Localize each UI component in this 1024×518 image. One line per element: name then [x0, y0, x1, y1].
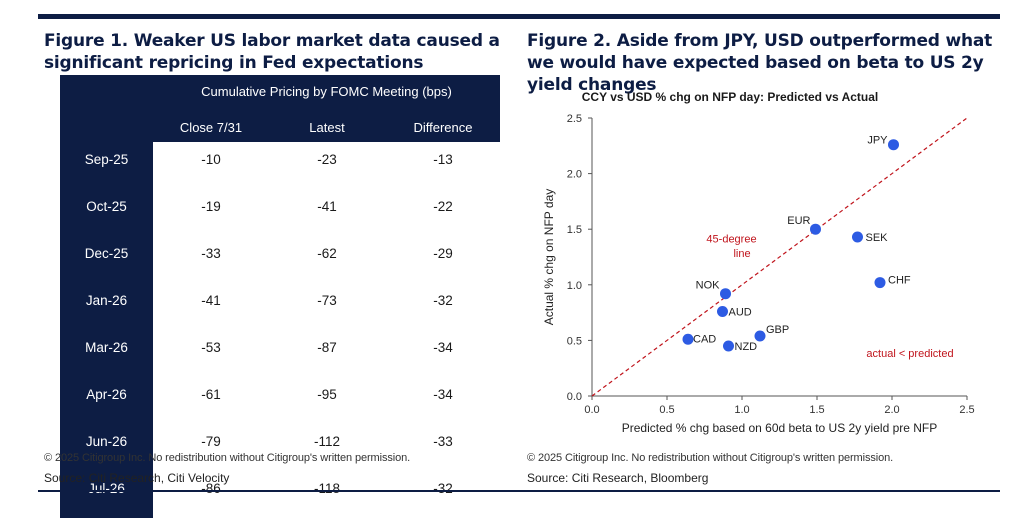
- cell-close: -10: [201, 152, 221, 167]
- cell-close: -86: [201, 481, 221, 496]
- table-row: Sep-25 -10 -23 -13: [60, 142, 500, 181]
- cell-close: -33: [201, 246, 221, 261]
- y-tick-label: 0.0: [567, 391, 582, 403]
- x-tick-label: 0.0: [584, 404, 599, 416]
- figure1-copyright: © 2025 Citigroup Inc. No redistribution …: [44, 452, 411, 464]
- x-axis-label: Predicted % chg based on 60d beta to US …: [622, 421, 938, 435]
- data-point-eur: [810, 223, 821, 235]
- cell-latest: -23: [317, 152, 337, 167]
- data-point-jpy: [888, 139, 899, 151]
- data-label-nzd: NZD: [735, 341, 758, 353]
- row-label: Jan-26: [85, 293, 128, 308]
- x-tick-label: 1.5: [809, 404, 824, 416]
- chart-title: CCY vs USD % chg on NFP day: Predicted v…: [582, 90, 879, 104]
- x-tick-label: 0.5: [659, 404, 674, 416]
- table-row: Jan-26 -41 -73 -32: [60, 283, 500, 322]
- row-label: Jul-26: [88, 481, 125, 496]
- cell-difference: -22: [433, 199, 453, 214]
- figure2-source: Source: Citi Research, Bloomberg: [527, 471, 709, 485]
- figure1-title: Figure 1. Weaker US labor market data ca…: [44, 31, 500, 73]
- table-row-label-band: [60, 142, 153, 518]
- data-label-aud: AUD: [729, 306, 752, 318]
- data-point-sek: [852, 231, 863, 243]
- figure2-title: Figure 2. Aside from JPY, USD outperform…: [527, 31, 993, 95]
- x-tick-label: 2.5: [959, 404, 974, 416]
- figure2-copyright: © 2025 Citigroup Inc. No redistribution …: [527, 452, 894, 464]
- cell-difference: -34: [433, 387, 453, 402]
- column-header-latest: Latest: [309, 120, 345, 135]
- data-point-gbp: [754, 330, 766, 342]
- cell-latest: -87: [317, 340, 337, 355]
- row-label: Dec-25: [84, 246, 129, 261]
- table-row: Apr-26 -61 -95 -34: [60, 377, 500, 416]
- table-row: Mar-26 -53 -87 -34: [60, 330, 500, 369]
- data-point-aud: [717, 305, 728, 317]
- data-label-jpy: JPY: [867, 135, 888, 147]
- data-label-chf: CHF: [888, 275, 911, 287]
- cell-latest: -62: [317, 246, 337, 261]
- table-super-header: Cumulative Pricing by FOMC Meeting (bps): [201, 84, 452, 99]
- cell-difference: -29: [433, 246, 453, 261]
- cell-close: -53: [201, 340, 221, 355]
- column-header-difference: Difference: [413, 120, 473, 135]
- figure1-source: Source: Citi Research, Citi Velocity: [44, 471, 230, 485]
- cell-latest: -41: [317, 199, 337, 214]
- y-tick-label: 1.5: [567, 224, 582, 236]
- x-tick-label: 1.0: [734, 404, 749, 416]
- cell-close: -41: [201, 293, 221, 308]
- chart-annotation: 45-degree: [706, 234, 756, 246]
- cell-difference: -34: [433, 340, 453, 355]
- table-row: Jun-26 -79 -112 -33: [60, 424, 500, 463]
- y-axis-label: Actual % chg on NFP day: [542, 189, 556, 326]
- column-header-close: Close 7/31: [179, 120, 243, 135]
- table-row: Jul-26 -86 -118 -32: [60, 471, 500, 510]
- data-point-cad: [682, 333, 694, 345]
- row-label: Apr-26: [86, 387, 127, 402]
- data-point-nok: [720, 288, 731, 300]
- chart-annotation: actual < predicted: [866, 348, 953, 360]
- reference-line-45-degree: [591, 117, 968, 397]
- data-point-nzd: [723, 340, 734, 352]
- data-label-cad: CAD: [693, 333, 716, 345]
- data-label-eur: EUR: [787, 215, 810, 227]
- data-point-chf: [874, 277, 886, 289]
- y-tick-label: 1.0: [567, 280, 582, 292]
- table-header-band: [60, 75, 500, 142]
- cell-close: -61: [201, 387, 221, 402]
- cell-latest: -118: [313, 481, 341, 496]
- cell-difference: -32: [433, 293, 453, 308]
- y-tick-label: 2.5: [567, 113, 582, 125]
- row-label: Jun-26: [85, 434, 128, 449]
- cell-difference: -33: [433, 434, 453, 449]
- cell-difference: -32: [433, 481, 453, 496]
- cell-difference: -13: [433, 152, 453, 167]
- row-label: Mar-26: [85, 340, 128, 355]
- cell-close: -79: [201, 434, 221, 449]
- cell-close: -19: [201, 199, 221, 214]
- y-tick-label: 2.0: [567, 169, 582, 181]
- cell-latest: -73: [317, 293, 337, 308]
- x-tick-label: 2.0: [884, 404, 899, 416]
- cell-latest: -95: [317, 387, 337, 402]
- scatter-chart: CCY vs USD % chg on NFP day: Predicted v…: [542, 90, 975, 435]
- top-rule: [38, 14, 1000, 19]
- row-label: Sep-25: [84, 152, 129, 167]
- y-tick-label: 0.5: [567, 335, 582, 347]
- data-label-gbp: GBP: [766, 324, 789, 336]
- chart-annotation: line: [733, 248, 750, 260]
- cell-latest: -112: [313, 434, 341, 449]
- row-label: Oct-25: [86, 199, 127, 214]
- data-label-nok: NOK: [696, 280, 721, 292]
- data-label-sek: SEK: [866, 232, 889, 244]
- table-row: Oct-25 -19 -41 -22: [60, 189, 500, 228]
- bottom-rule: [38, 490, 1000, 492]
- table-row: Dec-25 -33 -62 -29: [60, 236, 500, 275]
